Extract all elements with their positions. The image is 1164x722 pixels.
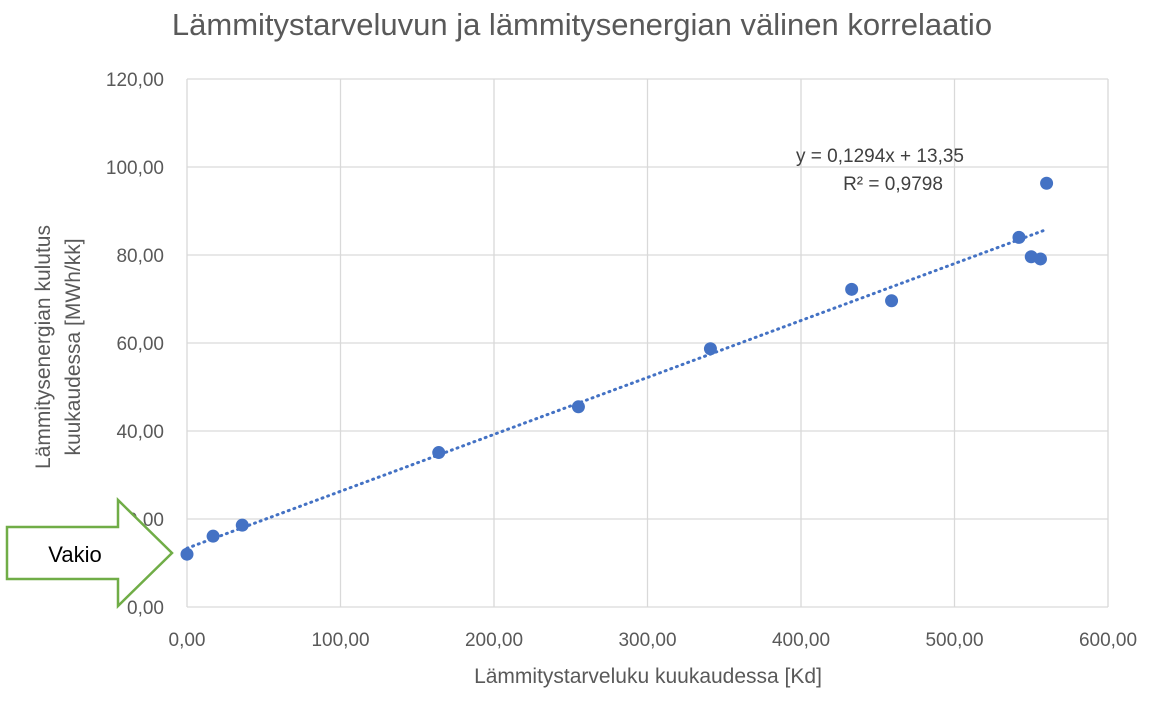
data-points [180, 176, 1054, 561]
trendline [185, 227, 1049, 550]
y-tick-label-4: 80,00 [116, 246, 164, 267]
x-tick-label-1: 100,00 [311, 630, 369, 651]
x-tick-labels: 0,00 100,00 200,00 300,00 400,00 500,00 600,00 [169, 630, 1138, 651]
chart-title: Lämmitystarveluvun ja lämmitysenergian v… [172, 7, 992, 42]
x-tick-label-0: 0,00 [169, 630, 206, 651]
data-point-11 [1040, 176, 1054, 190]
data-point-4 [571, 400, 585, 414]
data-point-5 [703, 342, 717, 356]
x-axis-label: Lämmitystarveluku kuukaudessa [Kd] [474, 665, 822, 688]
x-tick-label-5: 500,00 [925, 630, 983, 651]
y-tick-label-0: 0,00 [127, 598, 164, 619]
x-tick-label-2: 200,00 [465, 630, 523, 651]
data-point-10 [1033, 252, 1047, 266]
data-point-2 [235, 518, 249, 532]
trendline-path [185, 227, 1049, 550]
y-tick-label-5: 100,00 [106, 158, 164, 179]
y-axis-label-line-2: kuukaudessa [MWh/kk] [62, 238, 85, 455]
trendline-r-squared: R² = 0,9798 [843, 174, 943, 195]
y-axis-label: Lämmitysenergian kulutus kuukaudessa [MW… [32, 225, 85, 469]
data-point-3 [432, 446, 446, 460]
y-tick-label-6: 120,00 [106, 70, 164, 91]
data-point-7 [885, 294, 899, 308]
y-axis-label-line-1: Lämmitysenergian kulutus [32, 225, 55, 469]
x-tick-label-4: 400,00 [772, 630, 830, 651]
trendline-equation: y = 0,1294x + 13,35 [796, 146, 964, 167]
x-tick-label-6: 600,00 [1079, 630, 1137, 651]
x-tick-label-3: 300,00 [618, 630, 676, 651]
data-point-1 [206, 529, 220, 543]
data-point-6 [845, 282, 859, 296]
gridlines [186, 78, 1109, 608]
data-point-8 [1012, 230, 1026, 244]
data-point-0 [180, 547, 194, 561]
vakio-arrow-shape [5, 497, 174, 609]
vakio-callout: Vakio [5, 497, 174, 609]
y-tick-label-2: 40,00 [116, 422, 164, 443]
y-tick-label-3: 60,00 [116, 334, 164, 355]
vakio-label: Vakio [48, 542, 101, 567]
